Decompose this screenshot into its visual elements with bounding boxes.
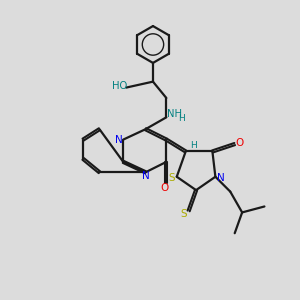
Text: N: N [115, 135, 123, 145]
Text: O: O [236, 138, 244, 148]
Text: S: S [180, 209, 187, 219]
Text: HO: HO [112, 81, 127, 91]
Text: S: S [168, 173, 175, 183]
Text: N: N [142, 171, 149, 181]
Text: H: H [178, 114, 185, 123]
Text: H: H [190, 141, 196, 150]
Text: NH: NH [167, 109, 182, 119]
Text: O: O [161, 183, 169, 193]
Text: N: N [217, 173, 225, 183]
